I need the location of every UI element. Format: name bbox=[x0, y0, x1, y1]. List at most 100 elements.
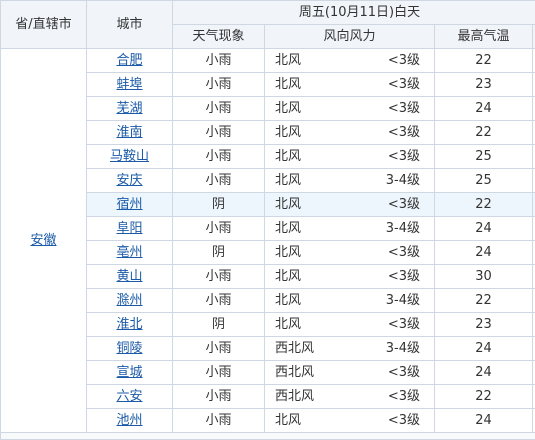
wind-force: <3级 bbox=[387, 101, 420, 116]
wind-cell: 北风 <3级 bbox=[264, 120, 435, 145]
temp-cell: 30 bbox=[434, 264, 533, 289]
city-link[interactable]: 黄山 bbox=[116, 269, 143, 284]
wind-force: <3级 bbox=[387, 389, 420, 404]
temp-cell: 23 bbox=[434, 312, 533, 337]
wind-cell: 北风 3-4级 bbox=[264, 288, 435, 313]
weather-cell: 小雨 bbox=[172, 120, 265, 145]
temp-cell: 24 bbox=[434, 216, 533, 241]
weather-column-header: 天气现象 bbox=[172, 24, 265, 49]
city-cell: 芜湖 bbox=[86, 96, 173, 121]
wind-cell: 西北风 3-4级 bbox=[264, 336, 435, 361]
wind-direction: 北风 bbox=[275, 125, 302, 140]
temp-cell: 24 bbox=[434, 96, 533, 121]
weather-cell: 小雨 bbox=[172, 264, 265, 289]
temp-cell: 25 bbox=[434, 144, 533, 169]
weather-cell: 小雨 bbox=[172, 408, 265, 433]
province-link[interactable]: 安徽 bbox=[30, 233, 57, 248]
wind-force: 3-4级 bbox=[385, 293, 420, 308]
city-cell: 池州 bbox=[86, 408, 173, 433]
wind-direction: 北风 bbox=[275, 77, 302, 92]
city-link[interactable]: 淮北 bbox=[116, 317, 143, 332]
city-cell: 六安 bbox=[86, 384, 173, 409]
city-cell: 淮南 bbox=[86, 120, 173, 145]
city-cell: 马鞍山 bbox=[86, 144, 173, 169]
city-link[interactable]: 合肥 bbox=[116, 53, 143, 68]
wind-cell: 北风 3-4级 bbox=[264, 216, 435, 241]
city-link[interactable]: 亳州 bbox=[116, 245, 143, 260]
city-cell: 宿州 bbox=[86, 192, 173, 217]
temp-cell: 23 bbox=[434, 72, 533, 97]
table-footer-strip bbox=[0, 432, 535, 440]
weather-cell: 小雨 bbox=[172, 336, 265, 361]
wind-force: 3-4级 bbox=[385, 221, 420, 236]
city-link[interactable]: 滁州 bbox=[116, 293, 143, 308]
footer-strip-cell bbox=[0, 432, 535, 440]
wind-force: <3级 bbox=[387, 77, 420, 92]
table-row: 淮南 小雨 北风 <3级 22 bbox=[1, 120, 535, 145]
wind-cell: 西北风 <3级 bbox=[264, 384, 435, 409]
wind-cell: 北风 <3级 bbox=[264, 312, 435, 337]
wind-cell: 北风 3-4级 bbox=[264, 168, 435, 193]
wind-cell: 北风 <3级 bbox=[264, 72, 435, 97]
weather-cell: 小雨 bbox=[172, 360, 265, 385]
province-column-header: 省/直辖市 bbox=[0, 0, 87, 49]
wind-cell: 北风 <3级 bbox=[264, 240, 435, 265]
city-link[interactable]: 阜阳 bbox=[116, 221, 143, 236]
wind-force: <3级 bbox=[387, 365, 420, 380]
city-cell: 淮北 bbox=[86, 312, 173, 337]
wind-direction: 北风 bbox=[275, 317, 302, 332]
city-link[interactable]: 芜湖 bbox=[116, 101, 143, 116]
city-cell: 滁州 bbox=[86, 288, 173, 313]
weather-cell: 小雨 bbox=[172, 144, 265, 169]
wind-cell: 北风 <3级 bbox=[264, 264, 435, 289]
city-cell: 阜阳 bbox=[86, 216, 173, 241]
temp-cell: 24 bbox=[434, 336, 533, 361]
table-row: 池州 小雨 北风 <3级 24 bbox=[1, 408, 535, 433]
temp-cell: 25 bbox=[434, 168, 533, 193]
wind-cell: 北风 <3级 bbox=[264, 408, 435, 433]
wind-force: <3级 bbox=[387, 197, 420, 212]
wind-force: 3-4级 bbox=[385, 173, 420, 188]
table-row: 安庆 小雨 北风 3-4级 25 bbox=[1, 168, 535, 193]
temp-cell: 24 bbox=[434, 360, 533, 385]
wind-force: <3级 bbox=[387, 413, 420, 428]
weather-cell: 阴 bbox=[172, 192, 265, 217]
city-link[interactable]: 淮南 bbox=[116, 125, 143, 140]
table-row: 芜湖 小雨 北风 <3级 24 bbox=[1, 96, 535, 121]
wind-direction: 北风 bbox=[275, 245, 302, 260]
wind-direction: 北风 bbox=[275, 413, 302, 428]
temp-cell: 22 bbox=[434, 120, 533, 145]
wind-direction: 西北风 bbox=[275, 341, 315, 356]
city-cell: 黄山 bbox=[86, 264, 173, 289]
wind-direction: 北风 bbox=[275, 221, 302, 236]
temp-cell: 24 bbox=[434, 408, 533, 433]
city-link[interactable]: 宿州 bbox=[116, 197, 143, 212]
temp-cell: 22 bbox=[434, 192, 533, 217]
weather-cell: 阴 bbox=[172, 240, 265, 265]
temp-cell: 24 bbox=[434, 240, 533, 265]
wind-force: <3级 bbox=[387, 269, 420, 284]
weather-cell: 小雨 bbox=[172, 72, 265, 97]
province-cell: 安徽 bbox=[0, 48, 87, 433]
table-row: 亳州 阴北风 <3级 24 bbox=[1, 240, 535, 265]
city-link[interactable]: 蚌埠 bbox=[116, 77, 143, 92]
wind-direction: 北风 bbox=[275, 173, 302, 188]
city-link[interactable]: 六安 bbox=[116, 389, 143, 404]
wind-force: 3-4级 bbox=[385, 341, 420, 356]
city-link[interactable]: 池州 bbox=[116, 413, 143, 428]
city-link[interactable]: 宣城 bbox=[116, 365, 143, 380]
table-row: 铜陵 小雨 西北风 3-4级 24 bbox=[1, 336, 535, 361]
wind-cell: 北风 <3级 bbox=[264, 48, 435, 73]
city-link[interactable]: 铜陵 bbox=[116, 341, 143, 356]
city-cell: 铜陵 bbox=[86, 336, 173, 361]
city-cell: 宣城 bbox=[86, 360, 173, 385]
wind-direction: 北风 bbox=[275, 53, 302, 68]
city-link[interactable]: 安庆 bbox=[116, 173, 143, 188]
wind-cell: 北风 <3级 bbox=[264, 192, 435, 217]
city-cell: 蚌埠 bbox=[86, 72, 173, 97]
header-row-sub: 天气现象 风向风力 最高气温 bbox=[1, 24, 535, 49]
wind-force: <3级 bbox=[387, 125, 420, 140]
temp-cell: 22 bbox=[434, 288, 533, 313]
wind-cell: 西北风 <3级 bbox=[264, 360, 435, 385]
city-link[interactable]: 马鞍山 bbox=[109, 149, 149, 164]
